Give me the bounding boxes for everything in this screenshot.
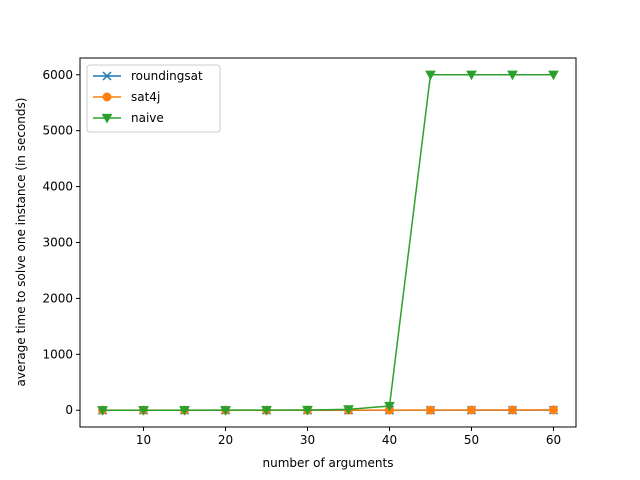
data-point-naive — [507, 70, 518, 81]
x-tick-label: 60 — [546, 433, 561, 447]
data-point-sat4j — [425, 405, 435, 415]
plot-frame — [79, 57, 577, 428]
data-point-naive — [548, 70, 559, 81]
data-point-naive — [466, 70, 477, 81]
data-point-naive — [179, 406, 190, 416]
legend-box — [86, 64, 221, 133]
x-tick-label: 30 — [300, 433, 315, 447]
y-axis-label: average time to solve one instance (in s… — [14, 98, 28, 387]
y-tick-label: 0 — [65, 403, 73, 417]
y-tick-label: 6000 — [42, 68, 73, 82]
legend-marker-naive — [101, 113, 113, 124]
x-tick-label: 20 — [218, 433, 233, 447]
y-tick-label: 4000 — [42, 180, 73, 194]
data-point-naive — [97, 406, 108, 416]
x-tick-label: 40 — [382, 433, 397, 447]
y-tick-label: 5000 — [42, 124, 73, 138]
legend-marker-sat4j — [102, 92, 112, 102]
y-tick-label: 3000 — [42, 236, 73, 250]
data-point-naive — [138, 406, 149, 416]
legend-label-sat4j: sat4j — [131, 90, 160, 104]
y-tick-label: 1000 — [42, 347, 73, 361]
x-axis-label: number of arguments — [263, 456, 394, 470]
data-point-sat4j — [548, 405, 558, 415]
y-axis: 0 1000 2000 3000 4000 5000 6000 — [42, 68, 80, 417]
data-point-naive — [261, 406, 272, 416]
data-point-naive — [343, 405, 354, 415]
legend-marker-roundingsat — [102, 71, 112, 81]
data-point-sat4j — [507, 405, 517, 415]
x-tick-label: 50 — [464, 433, 479, 447]
legend-label-naive: naive — [131, 111, 164, 125]
data-point-sat4j — [466, 405, 476, 415]
series-line-naive — [102, 74, 554, 411]
legend: roundingsat sat4j naive — [86, 64, 221, 133]
data-point-naive — [425, 70, 436, 81]
data-point-naive — [302, 405, 313, 416]
data-point-naive — [384, 401, 395, 412]
series-layer — [97, 70, 559, 416]
x-axis: 10 20 30 40 50 60 — [136, 427, 561, 447]
data-point-naive — [220, 406, 231, 416]
x-tick-label: 10 — [136, 433, 151, 447]
legend-label-roundingsat: roundingsat — [131, 69, 203, 83]
y-tick-label: 2000 — [42, 291, 73, 305]
